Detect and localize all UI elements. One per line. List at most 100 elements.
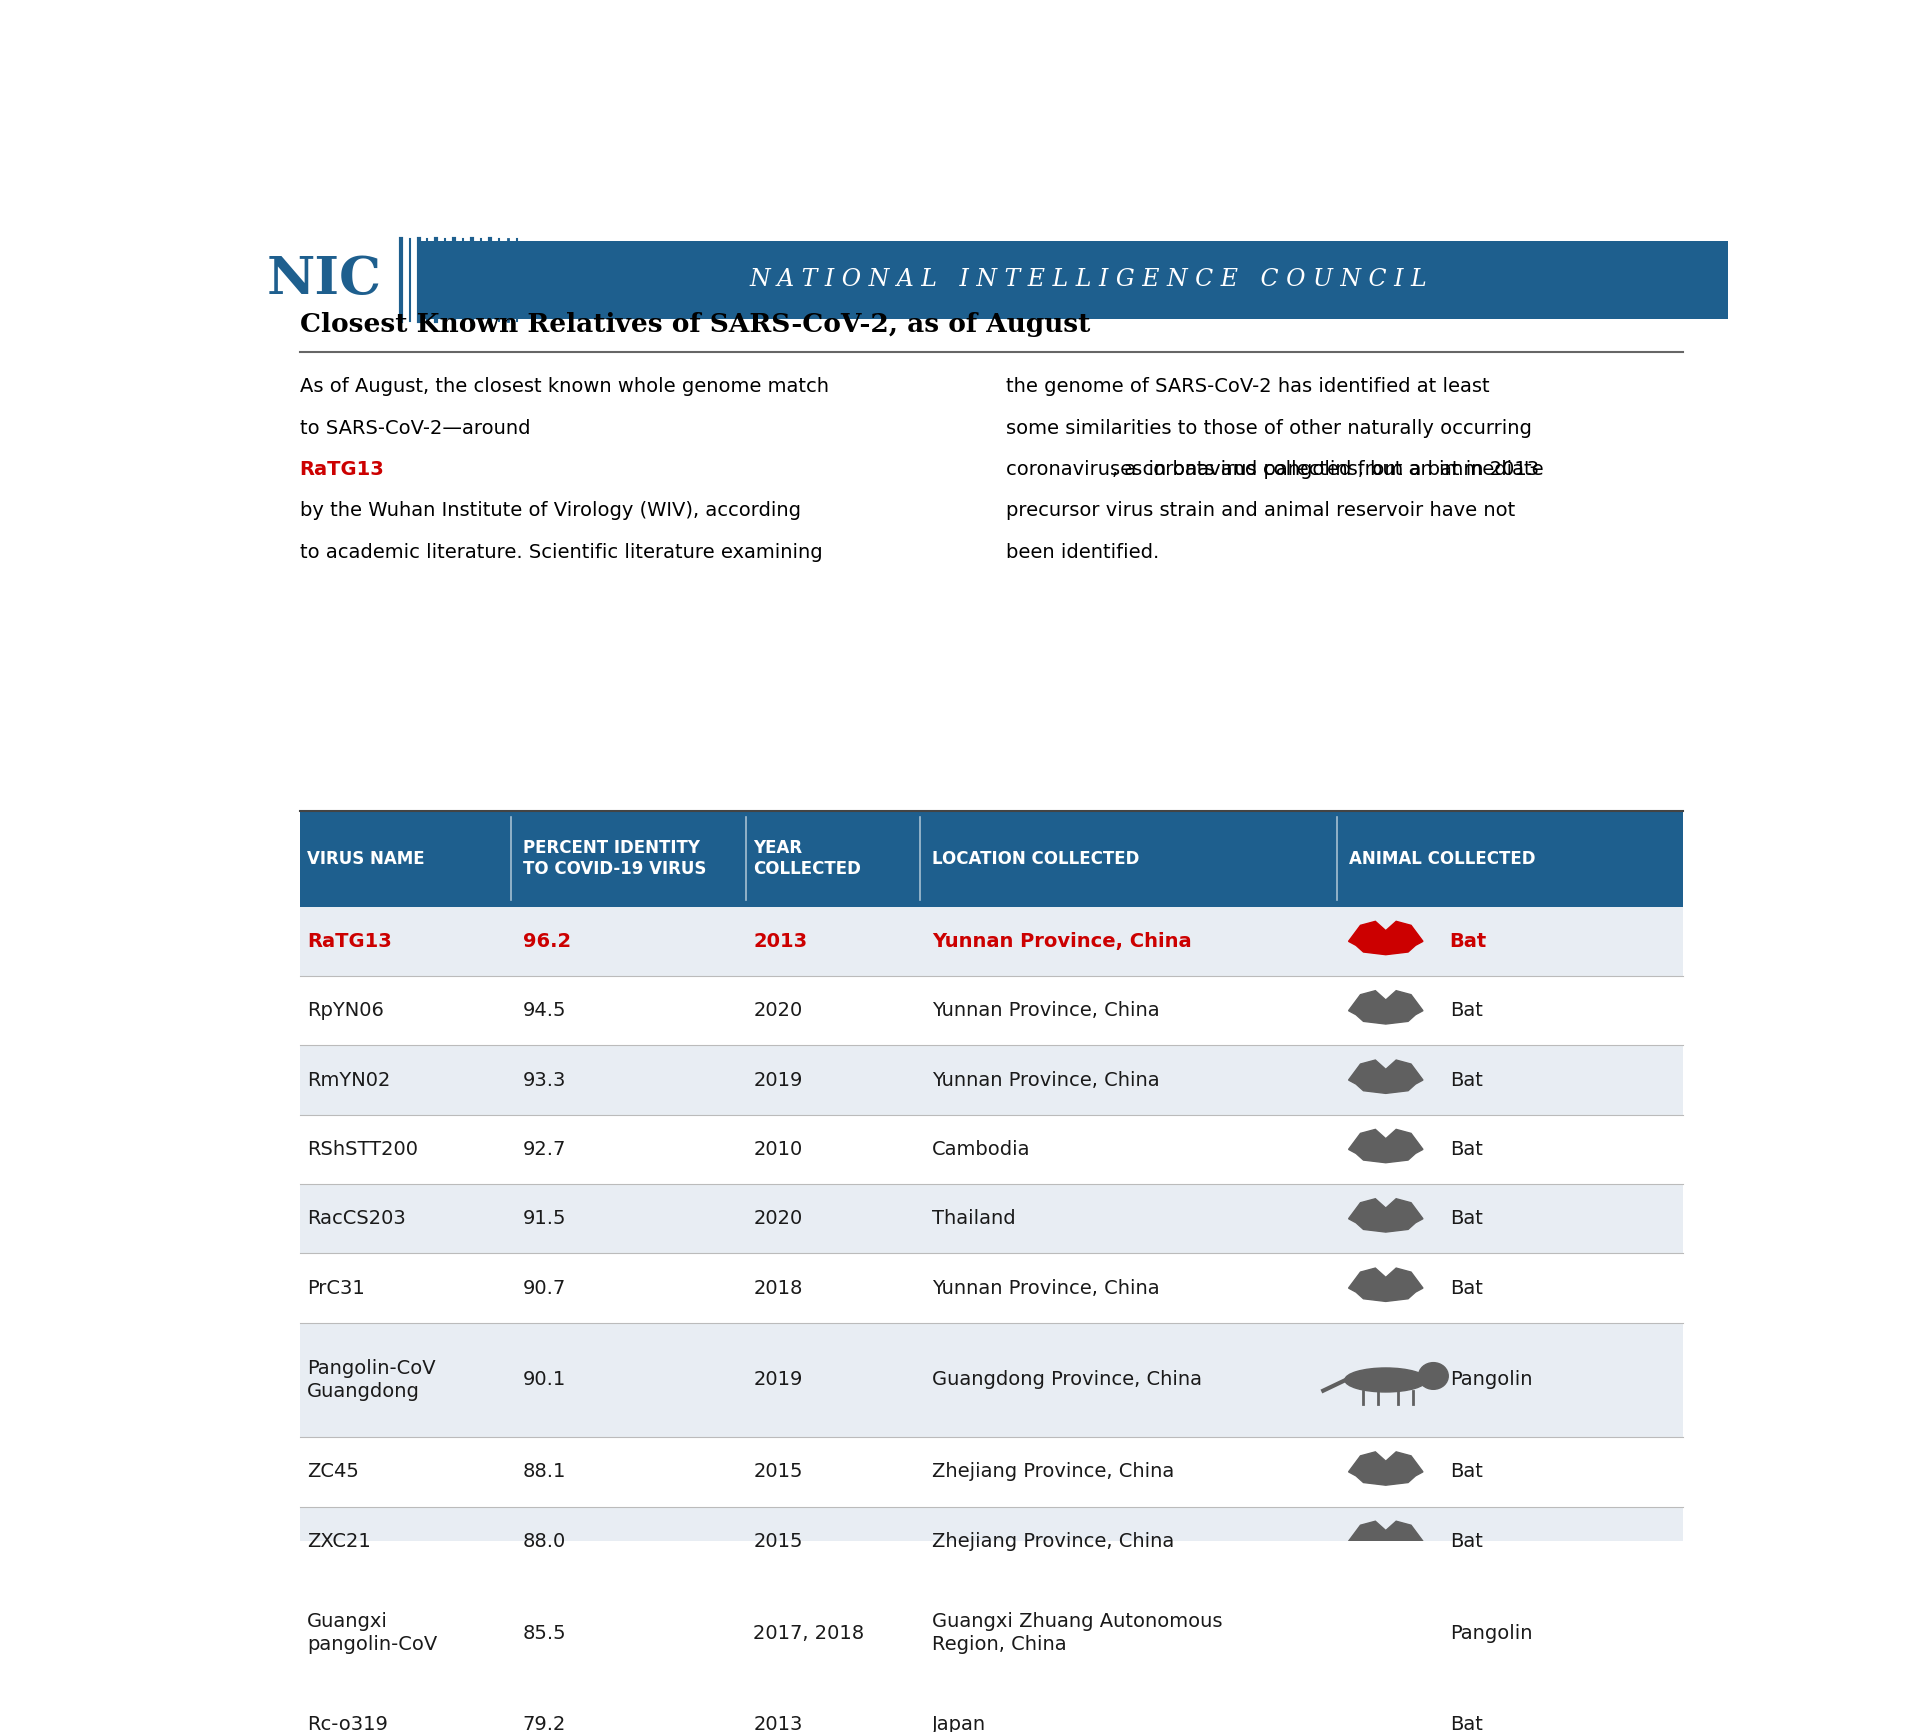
Text: 88.0: 88.0 xyxy=(522,1531,566,1550)
Polygon shape xyxy=(1348,1704,1423,1732)
Text: Rc-o319: Rc-o319 xyxy=(307,1715,388,1732)
Text: Closest Known Relatives of SARS-CoV-2, as of August: Closest Known Relatives of SARS-CoV-2, a… xyxy=(300,312,1091,336)
Polygon shape xyxy=(1348,1268,1423,1301)
FancyBboxPatch shape xyxy=(300,1254,1684,1323)
FancyBboxPatch shape xyxy=(419,241,1728,319)
Circle shape xyxy=(1419,1363,1448,1389)
Text: Bat: Bat xyxy=(1450,1001,1482,1020)
Text: PrC31: PrC31 xyxy=(307,1278,365,1297)
Text: ZC45: ZC45 xyxy=(307,1462,359,1481)
Text: coronaviruses in bats and pangolins, but an immediate: coronaviruses in bats and pangolins, but… xyxy=(1006,461,1544,478)
Text: 2018: 2018 xyxy=(753,1278,803,1297)
Text: 96.2: 96.2 xyxy=(522,932,570,951)
FancyBboxPatch shape xyxy=(300,1438,1684,1507)
Text: ANIMAL COLLECTED: ANIMAL COLLECTED xyxy=(1348,850,1536,868)
FancyBboxPatch shape xyxy=(300,906,1684,977)
Text: ZXC21: ZXC21 xyxy=(307,1531,371,1550)
FancyBboxPatch shape xyxy=(300,1323,1684,1438)
Text: Thailand: Thailand xyxy=(931,1209,1016,1228)
Text: precursor virus strain and animal reservoir have not: precursor virus strain and animal reserv… xyxy=(1006,501,1515,520)
Polygon shape xyxy=(1348,1129,1423,1162)
Text: 2017, 2018: 2017, 2018 xyxy=(753,1623,864,1642)
Text: Japan: Japan xyxy=(931,1715,987,1732)
Text: 93.3: 93.3 xyxy=(522,1070,566,1089)
Text: 2019: 2019 xyxy=(753,1370,803,1389)
Text: RaTG13: RaTG13 xyxy=(307,932,392,951)
Text: Bat: Bat xyxy=(1450,1715,1482,1732)
Text: As of August, the closest known whole genome match: As of August, the closest known whole ge… xyxy=(300,378,829,397)
Text: N A T I O N A L   I N T E L L I G E N C E   C O U N C I L: N A T I O N A L I N T E L L I G E N C E … xyxy=(749,268,1427,291)
Text: RShSTT200: RShSTT200 xyxy=(307,1140,419,1159)
Text: LOCATION COLLECTED: LOCATION COLLECTED xyxy=(931,850,1139,868)
Text: 2020: 2020 xyxy=(753,1209,803,1228)
Text: 92.7: 92.7 xyxy=(522,1140,566,1159)
Text: 94.5: 94.5 xyxy=(522,1001,566,1020)
Polygon shape xyxy=(1348,1199,1423,1231)
FancyBboxPatch shape xyxy=(300,1576,1684,1690)
Circle shape xyxy=(1419,1616,1448,1642)
Ellipse shape xyxy=(1344,1621,1427,1645)
Text: Guangdong Province, China: Guangdong Province, China xyxy=(931,1370,1202,1389)
Text: 91.5: 91.5 xyxy=(522,1209,566,1228)
Text: 2015: 2015 xyxy=(753,1531,803,1550)
Text: 2013: 2013 xyxy=(753,1715,803,1732)
Text: Bat: Bat xyxy=(1450,932,1486,951)
Text: Yunnan Province, China: Yunnan Province, China xyxy=(931,1278,1160,1297)
Text: Bat: Bat xyxy=(1450,1140,1482,1159)
Polygon shape xyxy=(1348,1521,1423,1555)
Text: Yunnan Province, China: Yunnan Province, China xyxy=(931,932,1192,951)
Text: Bat: Bat xyxy=(1450,1278,1482,1297)
Text: Bat: Bat xyxy=(1450,1531,1482,1550)
Text: Bat: Bat xyxy=(1450,1209,1482,1228)
Text: VIRUS NAME: VIRUS NAME xyxy=(307,850,424,868)
Text: Bat: Bat xyxy=(1450,1070,1482,1089)
Text: by the Wuhan Institute of Virology (WIV), according: by the Wuhan Institute of Virology (WIV)… xyxy=(300,501,801,520)
Text: Pangolin: Pangolin xyxy=(1450,1370,1532,1389)
Text: 2013: 2013 xyxy=(753,932,808,951)
Text: 88.1: 88.1 xyxy=(522,1462,566,1481)
Text: PERCENT IDENTITY
TO COVID-19 VIRUS: PERCENT IDENTITY TO COVID-19 VIRUS xyxy=(522,838,707,878)
Text: 2010: 2010 xyxy=(753,1140,803,1159)
Text: , a coronavirus collected from a bat in 2013: , a coronavirus collected from a bat in … xyxy=(1112,461,1540,478)
Text: RmYN02: RmYN02 xyxy=(307,1070,390,1089)
Text: Bat: Bat xyxy=(1450,1462,1482,1481)
FancyBboxPatch shape xyxy=(300,1046,1684,1115)
Text: been identified.: been identified. xyxy=(1006,542,1160,561)
Text: Yunnan Province, China: Yunnan Province, China xyxy=(931,1070,1160,1089)
Text: the genome of SARS-CoV-2 has identified at least: the genome of SARS-CoV-2 has identified … xyxy=(1006,378,1490,397)
Text: 2019: 2019 xyxy=(753,1070,803,1089)
FancyBboxPatch shape xyxy=(300,1185,1684,1254)
Text: Cambodia: Cambodia xyxy=(931,1140,1031,1159)
Polygon shape xyxy=(1348,1060,1423,1093)
Ellipse shape xyxy=(1344,1368,1427,1393)
Polygon shape xyxy=(1348,1451,1423,1486)
Text: Zhejiang Province, China: Zhejiang Province, China xyxy=(931,1462,1175,1481)
FancyBboxPatch shape xyxy=(300,977,1684,1046)
Text: 85.5: 85.5 xyxy=(522,1623,566,1642)
Text: RaTG13: RaTG13 xyxy=(300,461,384,478)
Text: RacCS203: RacCS203 xyxy=(307,1209,405,1228)
FancyBboxPatch shape xyxy=(300,811,1684,906)
Polygon shape xyxy=(1348,991,1423,1024)
Text: NIC: NIC xyxy=(267,255,382,305)
FancyBboxPatch shape xyxy=(300,1507,1684,1576)
FancyBboxPatch shape xyxy=(300,1690,1684,1732)
FancyBboxPatch shape xyxy=(300,1115,1684,1185)
Text: to academic literature. Scientific literature examining: to academic literature. Scientific liter… xyxy=(300,542,822,561)
Text: Guangxi
pangolin-CoV: Guangxi pangolin-CoV xyxy=(307,1612,438,1654)
Text: Pangolin-CoV
Guangdong: Pangolin-CoV Guangdong xyxy=(307,1358,436,1401)
Text: 2020: 2020 xyxy=(753,1001,803,1020)
Text: RpYN06: RpYN06 xyxy=(307,1001,384,1020)
Text: Guangxi Zhuang Autonomous
Region, China: Guangxi Zhuang Autonomous Region, China xyxy=(931,1612,1223,1654)
Text: Pangolin: Pangolin xyxy=(1450,1623,1532,1642)
Text: 2015: 2015 xyxy=(753,1462,803,1481)
Text: YEAR
COLLECTED: YEAR COLLECTED xyxy=(753,838,862,878)
Text: 90.7: 90.7 xyxy=(522,1278,566,1297)
Text: Zhejiang Province, China: Zhejiang Province, China xyxy=(931,1531,1175,1550)
Text: some similarities to those of other naturally occurring: some similarities to those of other natu… xyxy=(1006,419,1532,438)
Polygon shape xyxy=(1348,921,1423,954)
Text: 90.1: 90.1 xyxy=(522,1370,566,1389)
Text: 79.2: 79.2 xyxy=(522,1715,566,1732)
Text: to SARS-CoV-2—around: to SARS-CoV-2—around xyxy=(300,419,536,438)
Text: Yunnan Province, China: Yunnan Province, China xyxy=(931,1001,1160,1020)
